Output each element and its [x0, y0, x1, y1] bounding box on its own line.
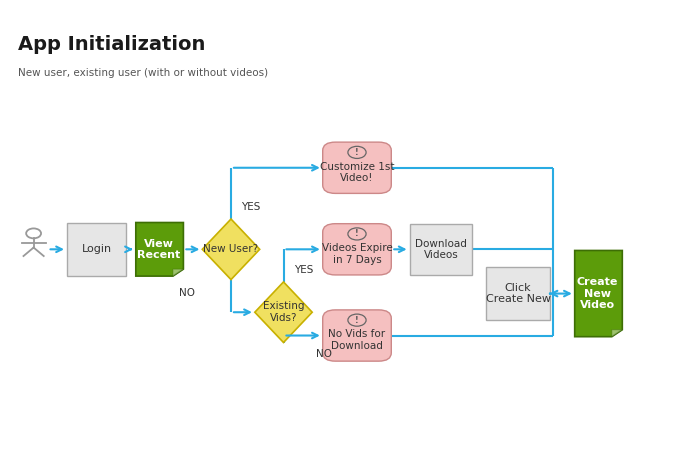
- Text: NO: NO: [179, 288, 195, 298]
- Text: Existing
Vids?: Existing Vids?: [262, 302, 304, 323]
- Text: App Initialization: App Initialization: [18, 35, 205, 54]
- Text: Customize 1st
Video!: Customize 1st Video!: [320, 162, 394, 183]
- Text: Download
Videos: Download Videos: [415, 239, 467, 260]
- Polygon shape: [575, 251, 622, 336]
- FancyBboxPatch shape: [323, 142, 391, 193]
- Text: !: !: [355, 148, 359, 157]
- Text: Create
New
Video: Create New Video: [577, 277, 618, 310]
- Text: Click
Create New: Click Create New: [486, 283, 550, 304]
- Text: !: !: [355, 315, 359, 325]
- Polygon shape: [612, 330, 622, 336]
- Text: View
Recent: View Recent: [137, 239, 180, 260]
- Text: YES: YES: [294, 265, 314, 275]
- Text: Videos Expire
in 7 Days: Videos Expire in 7 Days: [321, 243, 393, 265]
- Text: Login: Login: [81, 244, 112, 254]
- FancyBboxPatch shape: [323, 224, 391, 275]
- Text: No Vids for
Download: No Vids for Download: [328, 329, 386, 351]
- FancyBboxPatch shape: [66, 223, 126, 276]
- Text: !: !: [355, 229, 359, 239]
- Text: YES: YES: [241, 202, 261, 212]
- FancyBboxPatch shape: [323, 310, 391, 361]
- Text: New User?: New User?: [204, 244, 258, 254]
- Text: New user, existing user (with or without videos): New user, existing user (with or without…: [18, 68, 267, 77]
- Polygon shape: [136, 223, 183, 276]
- Polygon shape: [255, 282, 312, 343]
- Text: NO: NO: [316, 349, 332, 359]
- FancyBboxPatch shape: [486, 267, 550, 321]
- Polygon shape: [202, 219, 260, 280]
- Polygon shape: [173, 269, 183, 276]
- FancyBboxPatch shape: [410, 224, 473, 275]
